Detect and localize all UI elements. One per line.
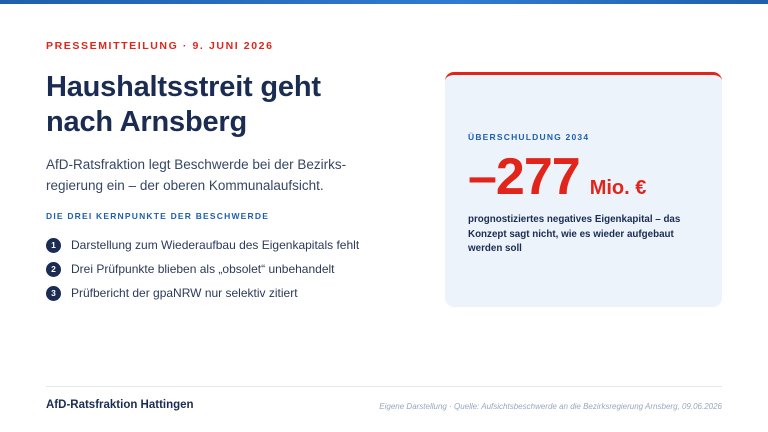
list-item-text: Darstellung zum Wiederaufbau des Eigenka… [71, 238, 360, 252]
footer-source: Eigene Darstellung · Quelle: Aufsichtsbe… [379, 402, 722, 411]
footer-divider [46, 386, 722, 387]
list-item: 3 Prüfbericht der gpaNRW nur selektiv zi… [46, 281, 359, 305]
key-points-heading: DIE DREI KERNPUNKTE DER BESCHWERDE [46, 211, 270, 221]
headline-line-1: Haushaltsstreit geht [46, 71, 321, 103]
debt-stat-card: ÜBERSCHULDUNG 2034 –277 Mio. € prognosti… [445, 72, 722, 307]
stat-description: prognostiziertes negatives Eigenkapital … [468, 214, 681, 254]
headline-line-2: nach Arnsberg [46, 106, 247, 138]
number-badge: 1 [46, 237, 61, 253]
page-title: Haushaltsstreit geht nach Arnsberg [46, 70, 406, 140]
number-badge: 3 [46, 285, 61, 301]
stat-number: –277 [468, 148, 581, 206]
press-release-kicker: PRESSEMITTEILUNG · 9. JUNI 2026 [46, 40, 274, 52]
stat-unit: Mio. € [589, 177, 647, 199]
key-points-list: 1 Darstellung zum Wiederaufbau des Eigen… [46, 233, 359, 305]
footer-brand: AfD-Ratsfraktion Hattingen [46, 399, 194, 411]
list-item: 2 Drei Prüfpunkte blieben als „obsolet“ … [46, 257, 359, 281]
list-item-text: Prüfbericht der gpaNRW nur selektiv ziti… [71, 286, 298, 300]
list-item: 1 Darstellung zum Wiederaufbau des Eigen… [46, 233, 359, 257]
subtitle: AfD-Ratsfraktion legt Beschwerde bei der… [46, 157, 347, 193]
stat-label: ÜBERSCHULDUNG 2034 [468, 132, 590, 142]
stat-value: –277 Mio. € [468, 145, 646, 209]
number-badge: 2 [46, 261, 61, 277]
list-item-text: Drei Prüfpunkte blieben als „obsolet“ un… [71, 262, 335, 276]
top-accent-bar [0, 0, 768, 4]
